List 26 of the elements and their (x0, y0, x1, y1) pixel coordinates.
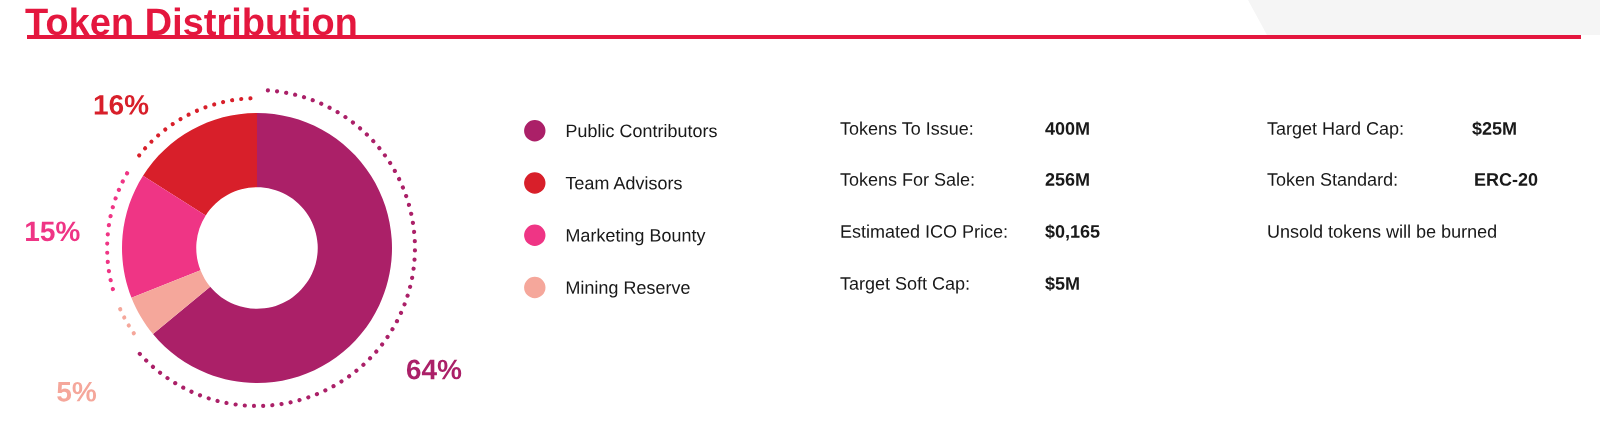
legend-label: Team Advisors (565, 176, 682, 190)
legend-label: Public Contributors (566, 124, 717, 138)
data-label: 64% (406, 359, 462, 380)
text: Estimated ICO Price: (841, 224, 1007, 238)
data-label: 15% (26, 221, 80, 242)
text: Target Soft Cap: (840, 276, 969, 294)
text: Tokens For Sale: (840, 172, 974, 186)
text: $25M (1472, 121, 1516, 136)
text: $0,165 (1045, 224, 1100, 241)
chart-title: Token Distribution (25, 7, 356, 36)
text: $5M (1045, 276, 1079, 291)
donut-slice (122, 175, 206, 298)
text: Target Hard Cap: (1267, 121, 1403, 139)
legend-label: Mining Reserve (566, 280, 690, 298)
text: Unsold tokens will be burned (1268, 224, 1496, 238)
donut-slice (152, 113, 392, 383)
legend-label: Marketing Bounty (566, 228, 706, 246)
text: 400M (1045, 122, 1089, 135)
text: ERC-20 (1475, 173, 1538, 186)
data-label: 16% (94, 94, 149, 115)
text: Tokens To Issue: (840, 121, 973, 135)
text: 256M (1045, 173, 1089, 186)
donut-slice (131, 270, 211, 335)
data-label: 5% (57, 381, 97, 402)
text: Token Standard: (1267, 172, 1397, 186)
donut-slice (143, 113, 257, 216)
